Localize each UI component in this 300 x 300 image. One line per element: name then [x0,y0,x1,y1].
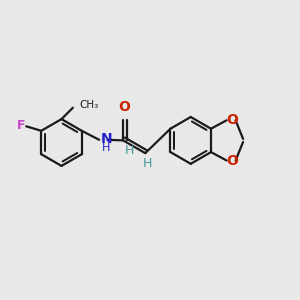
Text: H: H [124,144,134,158]
Text: N: N [101,132,112,146]
Text: O: O [119,100,130,114]
Text: H: H [102,143,110,153]
Text: F: F [16,118,25,132]
Text: CH₃: CH₃ [80,100,99,110]
Text: H: H [143,157,152,170]
Text: O: O [226,154,238,168]
Text: O: O [226,113,238,127]
